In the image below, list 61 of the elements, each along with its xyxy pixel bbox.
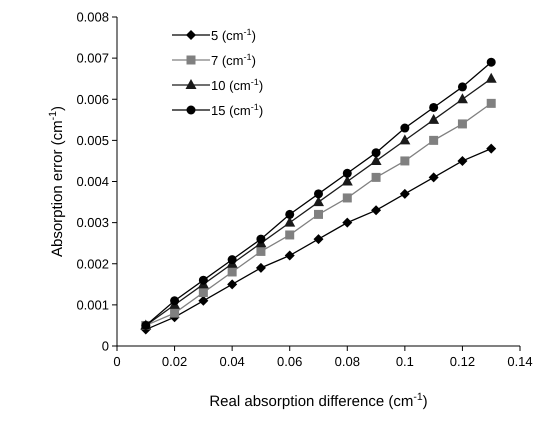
point xyxy=(198,276,208,285)
point xyxy=(400,156,410,166)
legend-label: 7 (cm$^{-1}$) xyxy=(211,52,256,68)
point xyxy=(256,234,266,244)
x-tick-label: 0.08 xyxy=(334,354,360,369)
y-tick-label: 0.007 xyxy=(76,50,109,66)
point xyxy=(428,172,439,182)
y-tick-label: 0.001 xyxy=(76,297,109,312)
x-tick-label: 0.04 xyxy=(219,354,245,369)
point xyxy=(486,98,496,108)
point xyxy=(458,82,467,92)
legend-label: 15 (cm$^{-1}$) xyxy=(211,102,264,118)
point xyxy=(486,58,496,67)
point xyxy=(486,72,497,83)
y-tick-label: 0.004 xyxy=(76,174,109,189)
point xyxy=(170,308,180,318)
point xyxy=(457,156,468,166)
legend-label: 5 (cm$^{-1}$) xyxy=(211,27,256,43)
y-tick-label: 0.006 xyxy=(76,92,109,107)
point xyxy=(399,134,410,144)
y-tick-label: 0 xyxy=(102,338,109,354)
point xyxy=(228,255,237,264)
x-axis-title: Real absorption difference (cm$^{-1}$) xyxy=(209,391,428,410)
point xyxy=(429,136,438,145)
point xyxy=(170,296,180,306)
x-tick-label: 0.02 xyxy=(162,354,188,369)
y-tick-label: 0.003 xyxy=(76,215,109,230)
point xyxy=(256,262,266,273)
point xyxy=(228,267,237,276)
point xyxy=(400,124,410,133)
x-tick-label: 0 xyxy=(113,354,121,369)
point xyxy=(342,168,352,178)
point xyxy=(486,144,496,154)
point xyxy=(371,205,382,216)
point xyxy=(227,279,238,290)
point xyxy=(285,230,294,240)
point xyxy=(342,193,352,202)
point xyxy=(198,296,208,306)
point xyxy=(314,210,323,219)
point xyxy=(428,114,440,124)
point xyxy=(456,93,468,104)
point xyxy=(458,119,467,128)
point xyxy=(400,188,410,199)
y-tick-label: 0.005 xyxy=(76,132,109,148)
point xyxy=(284,250,295,261)
point xyxy=(372,172,381,182)
point xyxy=(372,148,381,158)
point xyxy=(285,210,294,219)
point xyxy=(198,288,208,298)
x-tick-label: 0.06 xyxy=(277,354,302,369)
point xyxy=(314,189,323,198)
y-tick-label: 0.002 xyxy=(76,256,109,272)
point xyxy=(342,218,352,228)
x-tick-label: 0.14 xyxy=(507,354,533,369)
legend-label: 10 (cm$^{-1}$) xyxy=(211,77,264,93)
point xyxy=(429,102,438,112)
point xyxy=(314,234,324,244)
x-tick-label: 0.12 xyxy=(450,354,476,369)
y-tick-label: 0.008 xyxy=(76,10,109,24)
x-tick-label: 0.1 xyxy=(396,354,414,369)
point xyxy=(256,246,266,256)
